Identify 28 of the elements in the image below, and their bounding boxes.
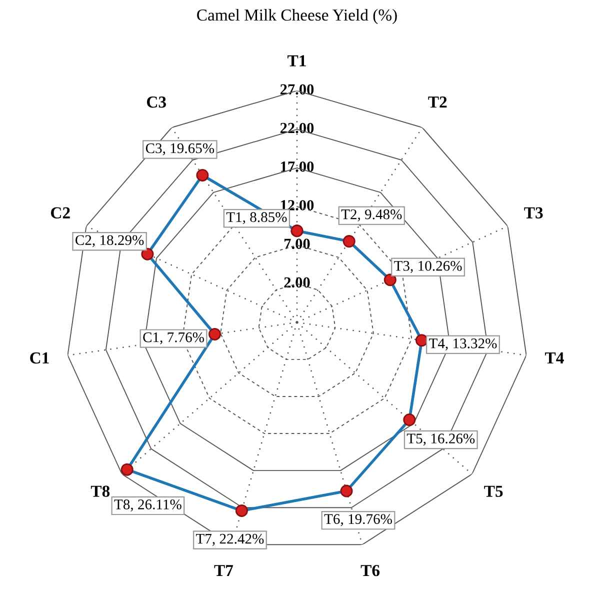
y-tick-label: 17.00 — [281, 161, 314, 172]
spoke-label: C1 — [30, 352, 49, 364]
y-tick-label: 7.00 — [284, 238, 310, 250]
spoke-label: T4 — [545, 352, 564, 364]
data-label: T4, 13.32% — [429, 338, 497, 350]
data-label: T2, 9.48% — [341, 209, 402, 222]
spoke-label: T3 — [524, 207, 543, 218]
y-tick-label: 22.00 — [280, 122, 314, 134]
spoke-label: C3 — [146, 96, 166, 108]
data-label: T3, 10.26% — [394, 260, 462, 273]
spoke-label: T6 — [360, 564, 380, 576]
spoke-label: T2 — [428, 96, 447, 108]
data-label: T5, 16.26% — [406, 434, 475, 446]
data-label: C2, 18.29% — [76, 235, 144, 248]
data-label: T7, 22.42% — [196, 534, 264, 546]
spoke-label: T1 — [288, 55, 306, 66]
y-tick-label: 2.00 — [284, 277, 310, 288]
spoke-label: T5 — [484, 486, 503, 497]
spoke-label: T7 — [214, 565, 234, 576]
data-label: T8, 26.11% — [114, 500, 182, 512]
y-tick-label: 27.00 — [280, 84, 314, 95]
data-label: T1, 8.85% — [226, 212, 287, 224]
data-label: C1, 7.76% — [143, 332, 204, 344]
spoke-label: C2 — [51, 207, 70, 218]
data-label: C3, 19.65% — [146, 143, 214, 156]
data-label: T6, 19.76% — [324, 514, 392, 526]
spoke-label: T8 — [90, 486, 110, 497]
chart-title: Camel Milk Cheese Yield (%) — [197, 8, 397, 24]
